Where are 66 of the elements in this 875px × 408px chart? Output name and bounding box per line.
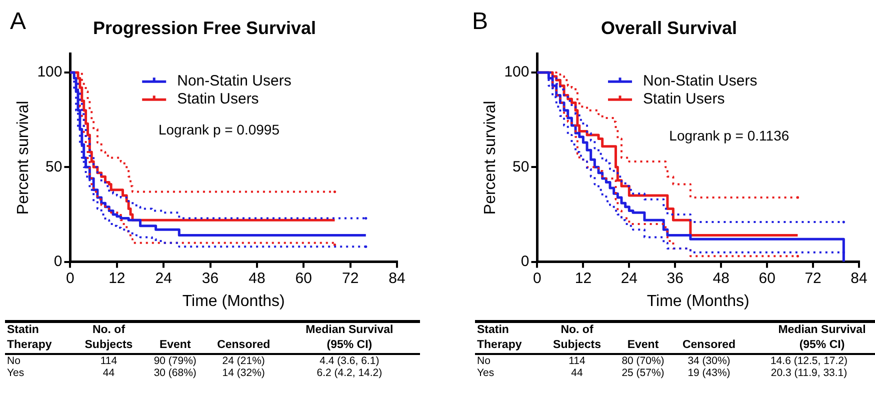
text: 114 [568,354,586,367]
y-tick-label: 0 [520,252,530,270]
text: A [10,8,26,36]
x-tick-label: 84 [850,270,868,287]
text: 19 (43%) [686,367,732,379]
text: Statin Therapy [5,322,76,354]
x-tick-label: 0 [66,270,74,287]
x-tick-label: 24 [155,270,172,287]
text: 44 [102,367,116,379]
text: 14 (32%) [221,367,266,379]
y-tick-label: 0 [54,252,62,270]
y-axis-title: Percent survival [482,100,500,215]
x-tick-label: 12 [574,270,592,287]
text: 14.6 (12.5, 17.2) [769,354,849,367]
text: No. of Subjects [76,322,142,354]
text: Event [611,322,675,354]
text: Censored [675,322,743,354]
text: Event [142,322,208,354]
x-tick-label: 72 [342,270,359,287]
text: 20.3 (11.9, 33.1) [770,367,848,379]
annotation: Logrank p = 0.1136 [669,128,790,144]
text: No [476,354,492,367]
x-tick-label: 60 [758,270,776,287]
text: 24 (21%) [221,354,266,367]
text: No [6,354,22,367]
x-tick-label: 24 [620,270,638,287]
x-tick-label: 36 [666,270,684,287]
text: 4.4 (3.6, 6.1) [318,354,380,367]
x-tick-label: 12 [108,270,126,287]
text: Yes [6,367,26,379]
x-tick-label: 0 [533,270,542,287]
text: 80 (70%) [620,354,666,367]
y-axis-title: Percent survival [15,100,32,215]
text: Censored [208,322,279,354]
x-axis-title: Time (Months) [182,292,285,310]
chart-title: Progression Free Survival [92,18,316,38]
x-tick-label: 84 [388,270,406,287]
legend-label: Non-Statin Users [643,72,758,90]
text: B [472,8,488,36]
text: 25 (57%) [620,367,666,379]
y-tick-label: 50 [512,158,530,176]
text: 30 (68%) [152,367,198,379]
text: 114 [99,354,118,367]
chart-title: Overall Survival [600,18,738,38]
y-tick-label: 50 [46,158,62,176]
text: 44 [570,367,584,379]
legend-label: Statin Users [177,90,259,108]
text: Median Survival (95% CI) [743,322,875,354]
x-tick-label: 60 [295,270,312,287]
text: Yes [476,367,496,379]
text: 6.2 (4.2, 14.2) [316,367,384,379]
y-tick-label: 100 [504,64,530,81]
text: No. of Subjects [543,322,611,354]
x-tick-label: 72 [804,270,822,287]
y-tick-label: 100 [37,64,62,81]
annotation: Logrank p = 0.0995 [158,121,280,138]
x-tick-label: 48 [712,270,730,287]
text: 34 (30%) [686,354,732,367]
x-tick-label: 36 [202,270,219,287]
text: Median Survival (95% CI) [278,322,420,354]
x-tick-label: 48 [248,270,266,287]
legend-label: Statin Users [643,90,725,108]
text: Statin Therapy [475,322,543,354]
x-axis-title: Time (Months) [646,292,750,310]
legend-label: Non-Statin Users [177,72,292,90]
text: 90 (79%) [152,354,198,367]
